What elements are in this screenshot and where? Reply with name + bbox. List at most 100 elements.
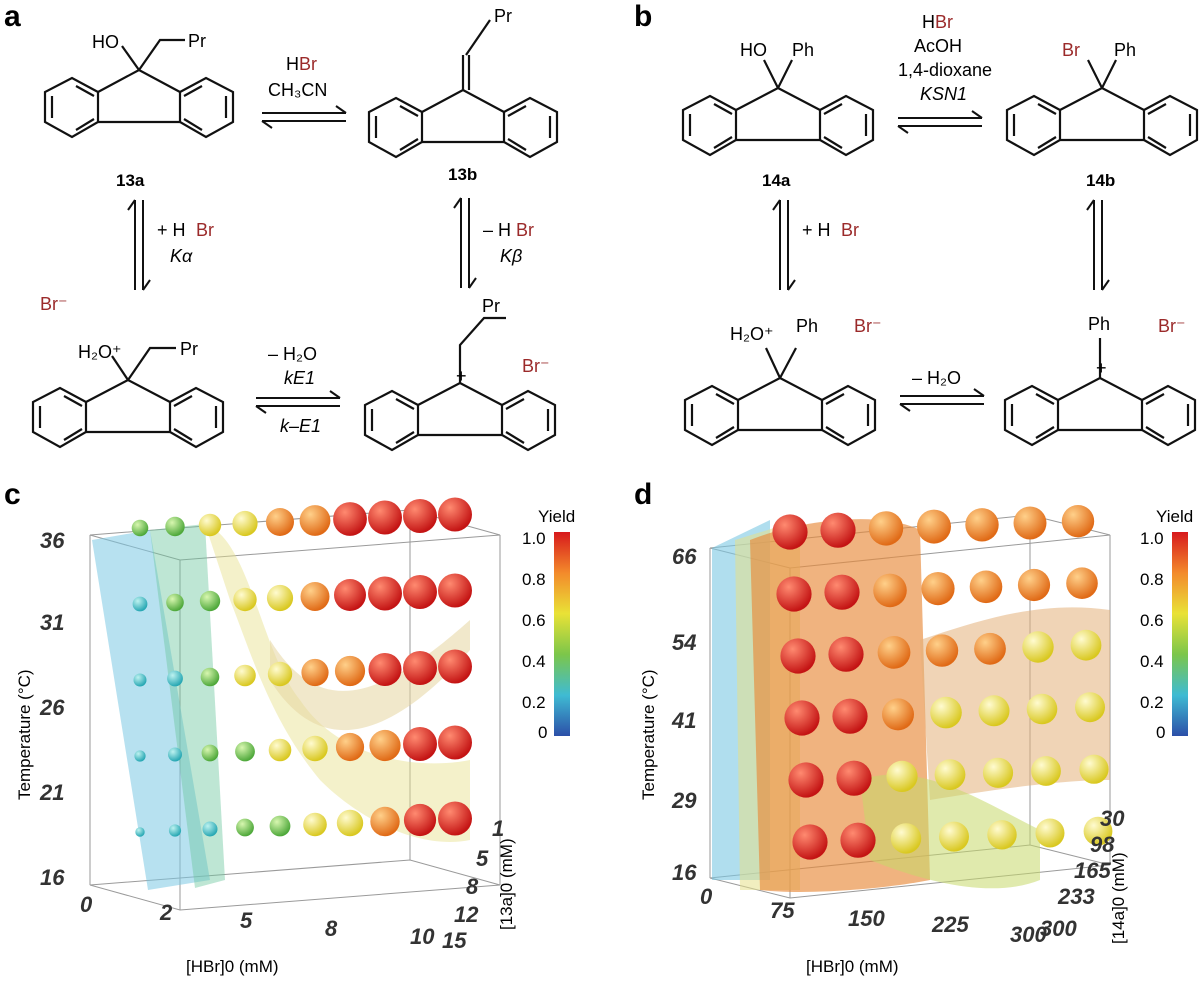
oxonium-label-a: H₂O⁺: [78, 342, 122, 362]
data-sphere: [828, 636, 864, 672]
acoh-b: AcOH: [914, 36, 962, 56]
c-colorbar-label: Yield: [538, 507, 575, 526]
panel-label-d: d: [634, 478, 652, 511]
data-sphere: [939, 821, 969, 852]
data-sphere: [965, 508, 999, 542]
plot-d: 66 54 41 29 16 0 75 150 225 300 30 98 16…: [639, 505, 1193, 976]
data-sphere: [202, 821, 218, 837]
14b-id: 14b: [1086, 171, 1115, 190]
data-sphere: [368, 500, 402, 535]
c-xlabel: [HBr]0 (mM): [186, 957, 279, 976]
data-sphere: [333, 502, 367, 536]
minus-water-b: – H₂O: [912, 368, 961, 388]
data-sphere: [267, 661, 293, 687]
data-sphere: [934, 759, 966, 790]
counterion-bl-b: Br⁻: [854, 316, 882, 336]
data-sphere: [438, 649, 472, 684]
data-sphere: [438, 497, 472, 532]
data-sphere: [233, 587, 257, 612]
data-sphere: [1079, 754, 1109, 784]
data-sphere: [301, 658, 329, 687]
d-cb-tick-1: 0.8: [1140, 570, 1164, 589]
k-alpha: Kα: [170, 246, 193, 266]
c-ylabel: Temperature (°C): [15, 669, 34, 800]
d-xtick-1: 75: [770, 898, 795, 923]
c-ztick-1: 5: [476, 846, 489, 871]
data-sphere: [234, 664, 256, 687]
plus-hbr-br-a: Br: [196, 220, 214, 240]
c-xtick-0: 0: [80, 892, 93, 917]
data-sphere: [832, 698, 868, 734]
data-sphere: [438, 573, 472, 608]
spheres-c: [131, 497, 472, 837]
minus-hbr-br-a: Br: [516, 220, 534, 240]
data-sphere: [438, 725, 472, 760]
k-sn1: KSN1: [920, 84, 967, 104]
data-sphere: [368, 653, 402, 686]
equilibrium-arrow-top-b: [897, 110, 983, 134]
data-sphere: [1083, 816, 1113, 846]
isosurface-tan-d: [920, 607, 1110, 800]
k-beta: Kβ: [500, 246, 522, 266]
data-sphere: [232, 510, 258, 537]
molecule-cation-a: [363, 316, 557, 452]
data-sphere: [133, 673, 147, 687]
equilibrium-arrow-left-a: [127, 199, 151, 291]
data-sphere: [403, 575, 437, 609]
data-sphere: [1070, 629, 1102, 661]
data-sphere: [168, 824, 182, 837]
c-cb-tick-3: 0.4: [522, 652, 546, 671]
c-ytick-3: 21: [39, 780, 64, 805]
data-sphere: [868, 511, 904, 546]
data-sphere: [131, 519, 149, 537]
data-sphere: [921, 572, 955, 606]
data-sphere: [784, 700, 820, 736]
equilibrium-arrow-bottom-b: [899, 388, 985, 412]
c-cb-tick-5: 0: [538, 723, 547, 742]
data-sphere: [266, 508, 294, 536]
d-ztick-0: 30: [1100, 806, 1125, 831]
data-sphere: [269, 815, 291, 837]
data-sphere: [335, 732, 365, 762]
data-sphere: [925, 634, 959, 667]
isosurface-top-c: [270, 620, 470, 731]
data-sphere: [199, 590, 221, 612]
data-sphere: [886, 760, 918, 793]
data-sphere: [978, 695, 1010, 727]
panel-label-c: c: [4, 478, 21, 511]
d-ztick-3: 233: [1057, 884, 1095, 909]
counterion-bl-a: Br⁻: [40, 294, 68, 314]
d-ztick-4: 300: [1040, 916, 1077, 941]
data-sphere: [836, 760, 872, 796]
data-sphere: [201, 744, 219, 762]
data-sphere: [1017, 568, 1051, 602]
13b-pr-label: Pr: [494, 6, 512, 26]
reagent-br-a: Br: [299, 54, 317, 74]
c-colorbar: [554, 532, 570, 736]
data-sphere: [974, 632, 1006, 665]
data-sphere: [930, 696, 962, 729]
equilibrium-arrow-left-b: [772, 199, 796, 291]
counterion-br-a: Br⁻: [522, 356, 550, 376]
c-ztick-3: 12: [454, 902, 479, 927]
d-ytick-1: 54: [672, 630, 696, 655]
oxonium-ph-label-b: Ph: [796, 316, 818, 336]
dioxane-b: 1,4-dioxane: [898, 60, 992, 80]
data-sphere: [403, 499, 437, 533]
d-cb-tick-5: 0: [1156, 723, 1165, 742]
c-ytick-0: 36: [40, 528, 65, 553]
plus-hbr-br-b: Br: [841, 220, 859, 240]
data-sphere: [788, 762, 824, 798]
c-cb-tick-1: 0.8: [522, 570, 546, 589]
molecule-oxonium-b: [683, 347, 877, 447]
d-xtick-2: 150: [848, 906, 885, 931]
data-sphere: [792, 824, 828, 860]
solvent-a: CH₃CN: [268, 80, 327, 100]
equilibrium-arrow-right-a: [453, 197, 477, 289]
data-sphere: [987, 820, 1017, 850]
d-ztick-1: 98: [1090, 832, 1115, 857]
equilibrium-arrow-bottom-a: [255, 390, 341, 414]
isosurface-high-c: [205, 524, 470, 842]
data-sphere: [300, 582, 330, 611]
